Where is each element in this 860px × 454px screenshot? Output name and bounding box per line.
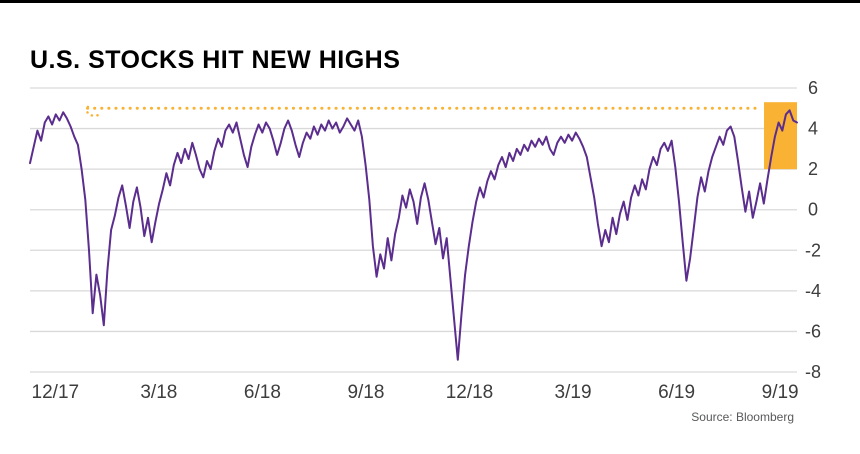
x-tick-label: 9/19 <box>762 382 799 403</box>
highlight-region <box>764 102 797 170</box>
y-tick-label: 0 <box>808 200 818 220</box>
chart-title: U.S. STOCKS HIT NEW HIGHS <box>30 45 401 74</box>
y-tick-label: -4 <box>805 281 821 301</box>
y-tick-label: 2 <box>808 159 818 179</box>
y-tick-label: -6 <box>805 321 821 341</box>
y-tick-label: -8 <box>805 362 821 382</box>
x-tick-label: 6/18 <box>244 382 281 403</box>
y-tick-label: 4 <box>808 119 818 139</box>
source-attribution: Source: Bloomberg <box>691 410 794 424</box>
x-tick-label: 12/17 <box>32 382 80 403</box>
x-tick-label: 6/19 <box>658 382 695 403</box>
data-series-line <box>29 109 798 361</box>
y-tick-label: 6 <box>808 78 818 98</box>
target-line-arrow-icon <box>85 104 99 117</box>
top-border <box>0 0 860 3</box>
y-tick-label: -2 <box>805 240 821 260</box>
x-tick-label: 3/18 <box>140 382 177 403</box>
x-tick-label: 12/18 <box>446 382 494 403</box>
x-tick-label: 3/19 <box>555 382 592 403</box>
x-tick-label: 9/18 <box>347 382 384 403</box>
